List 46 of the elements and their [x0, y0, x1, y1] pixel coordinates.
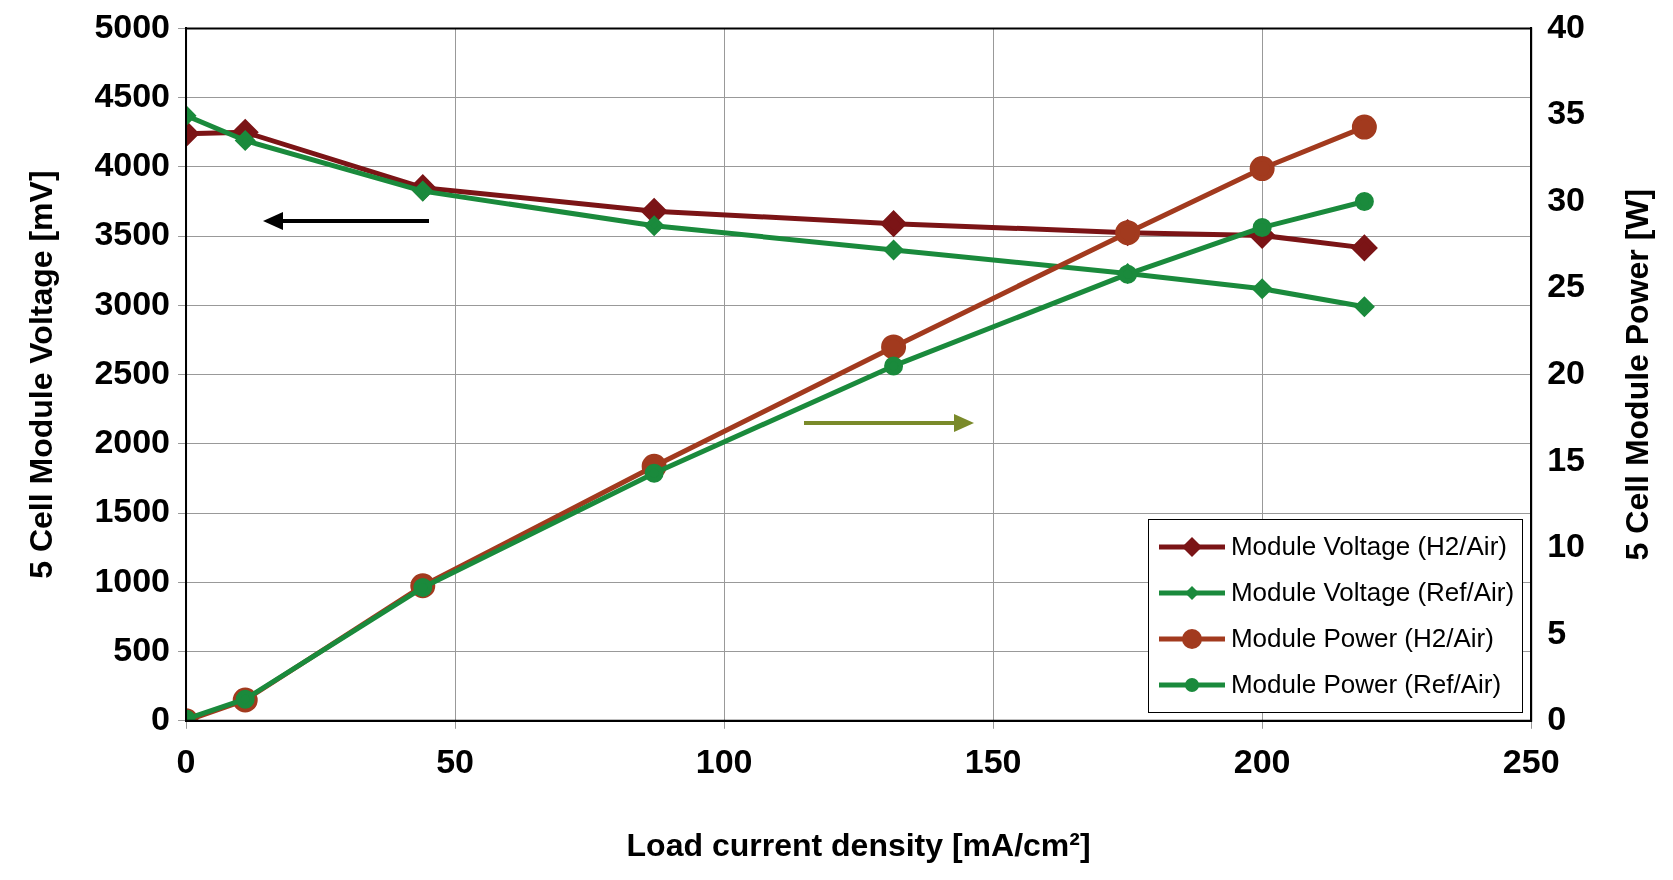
y-axis-title: 5 Cell Module Voltage [mV] [23, 170, 60, 579]
point [881, 334, 907, 360]
y2-tick-label: 10 [1547, 526, 1586, 565]
y-tick-label: 4000 [94, 145, 171, 184]
x-tick-label: 150 [964, 741, 1022, 780]
y-tick-label: 1000 [94, 560, 171, 599]
y2-tick-label: 20 [1547, 352, 1586, 391]
x-tick-label: 0 [176, 741, 196, 780]
legend-label: Module Power (H2/Air) [1230, 623, 1494, 655]
y-tick-label: 3500 [94, 214, 171, 253]
y-tick-label: 0 [151, 699, 171, 738]
y-tick-label: 4500 [94, 76, 171, 115]
point [644, 216, 664, 236]
x-tick-label: 200 [1233, 741, 1291, 780]
legend-label: Module Power (Ref/Air) [1230, 669, 1502, 701]
y2-tick-label: 25 [1547, 266, 1586, 305]
y2-axis-title: 5 Cell Module Power [W] [1618, 188, 1655, 561]
point [1252, 279, 1272, 299]
x-tick-label: 50 [436, 741, 474, 780]
y-tick-label: 5000 [94, 6, 171, 45]
point [235, 131, 255, 151]
point [1249, 156, 1275, 182]
point [1354, 192, 1374, 211]
point [1351, 114, 1377, 140]
y2-tick-label: 0 [1547, 699, 1567, 738]
x-axis-title: Load current density [mA/cm²] [626, 826, 1091, 863]
y2-tick-label: 5 [1547, 612, 1567, 651]
point [1252, 217, 1272, 237]
y-tick-label: 2500 [94, 352, 171, 391]
point [1351, 235, 1377, 261]
y2-tick-label: 40 [1547, 6, 1586, 45]
y2-tick-label: 35 [1547, 93, 1586, 132]
x-tick-label: 100 [695, 741, 753, 780]
y-tick-label: 3000 [94, 283, 171, 322]
x-tick-label: 250 [1502, 741, 1560, 780]
point [884, 356, 904, 376]
y-tick-label: 2000 [94, 422, 171, 461]
y-tick-label: 500 [113, 629, 171, 668]
point [881, 211, 907, 237]
legend-label: Module Voltage (Ref/Air) [1230, 577, 1515, 609]
y2-tick-label: 30 [1547, 179, 1586, 218]
y2-tick-label: 15 [1547, 439, 1586, 478]
legend-label: Module Voltage (H2/Air) [1230, 531, 1507, 563]
y-tick-label: 1500 [94, 491, 171, 530]
point [884, 240, 904, 260]
point [1354, 297, 1374, 317]
